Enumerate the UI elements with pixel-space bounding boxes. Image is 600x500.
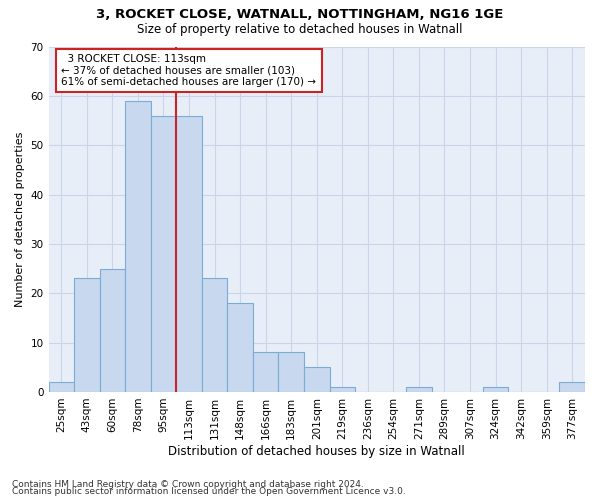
Bar xyxy=(176,116,202,392)
Text: Contains public sector information licensed under the Open Government Licence v3: Contains public sector information licen… xyxy=(12,487,406,496)
Text: 3 ROCKET CLOSE: 113sqm
← 37% of detached houses are smaller (103)
61% of semi-de: 3 ROCKET CLOSE: 113sqm ← 37% of detached… xyxy=(61,54,316,87)
Bar xyxy=(74,278,100,392)
X-axis label: Distribution of detached houses by size in Watnall: Distribution of detached houses by size … xyxy=(169,444,465,458)
Bar xyxy=(151,116,176,392)
Text: Contains HM Land Registry data © Crown copyright and database right 2024.: Contains HM Land Registry data © Crown c… xyxy=(12,480,364,489)
Bar xyxy=(278,352,304,392)
Bar xyxy=(125,101,151,392)
Bar xyxy=(406,387,432,392)
Bar xyxy=(100,268,125,392)
Bar xyxy=(202,278,227,392)
Text: Size of property relative to detached houses in Watnall: Size of property relative to detached ho… xyxy=(137,22,463,36)
Bar xyxy=(483,387,508,392)
Bar xyxy=(253,352,278,392)
Bar xyxy=(329,387,355,392)
Bar xyxy=(227,303,253,392)
Bar xyxy=(559,382,585,392)
Text: 3, ROCKET CLOSE, WATNALL, NOTTINGHAM, NG16 1GE: 3, ROCKET CLOSE, WATNALL, NOTTINGHAM, NG… xyxy=(97,8,503,20)
Y-axis label: Number of detached properties: Number of detached properties xyxy=(15,132,25,307)
Bar xyxy=(304,368,329,392)
Bar xyxy=(49,382,74,392)
